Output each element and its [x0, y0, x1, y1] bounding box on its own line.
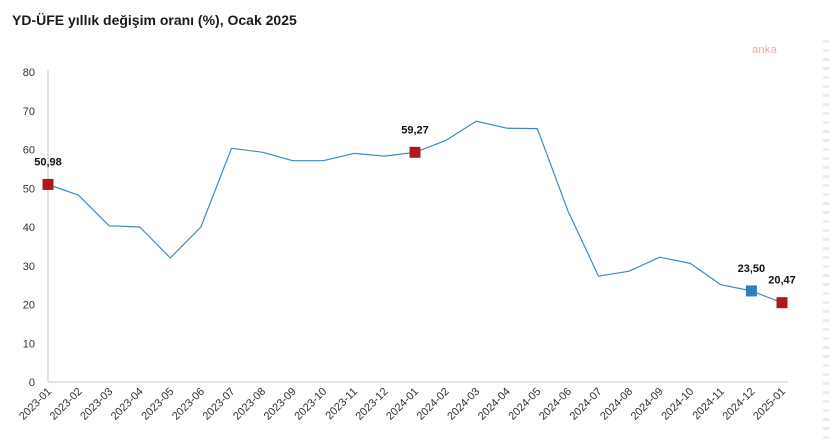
x-tick-label: 2024-01 — [384, 386, 421, 423]
x-tick-label: 2023-07 — [201, 386, 238, 423]
y-tick-label: 80 — [23, 67, 35, 79]
data-point-marker — [776, 297, 788, 309]
chart-title: YD-ÜFE yıllık değişim oranı (%), Ocak 20… — [12, 12, 297, 28]
x-tick-label: 2024-11 — [690, 386, 726, 422]
data-point-marker — [745, 285, 757, 297]
x-tick-label: 2024-02 — [415, 386, 452, 423]
y-tick-label: 70 — [23, 106, 35, 118]
data-label: 23,50 — [738, 263, 766, 275]
x-tick-label: 2023-11 — [323, 386, 359, 422]
x-tick-label: 2024-06 — [537, 386, 574, 423]
y-tick-label: 60 — [23, 145, 35, 157]
x-tick-label: 2024-10 — [659, 386, 696, 423]
x-tick-label: 2023-06 — [170, 386, 207, 423]
data-label: 20,47 — [768, 275, 796, 287]
x-tick-label: 2024-07 — [568, 386, 605, 423]
x-tick-label: 2024-03 — [445, 386, 482, 423]
y-tick-label: 50 — [23, 183, 35, 195]
x-tick-label: 2023-05 — [139, 386, 176, 423]
x-tick-label: 2024-09 — [629, 386, 666, 423]
data-label: 50,98 — [34, 156, 62, 168]
x-tick-label: 2024-04 — [476, 386, 513, 423]
x-tick-label: 2023-01 — [17, 386, 54, 423]
x-tick-label: 2023-03 — [78, 386, 115, 423]
y-tick-label: 0 — [29, 377, 35, 389]
page-edge-decoration — [823, 40, 829, 440]
y-tick-label: 30 — [23, 261, 35, 273]
x-tick-label: 2023-09 — [262, 386, 299, 423]
x-tick-label: 2023-12 — [354, 386, 391, 423]
x-tick-label: 2024-05 — [506, 386, 543, 423]
data-point-marker — [409, 146, 421, 158]
x-tick-label: 2023-02 — [48, 386, 85, 423]
y-tick-label: 20 — [23, 300, 35, 312]
x-tick-label: 2024-12 — [721, 386, 758, 423]
data-label: 59,27 — [401, 124, 429, 136]
x-tick-label: 2023-08 — [231, 386, 268, 423]
x-tick-label: 2024-08 — [598, 386, 635, 423]
y-tick-label: 10 — [23, 338, 35, 350]
y-tick-label: 40 — [23, 222, 35, 234]
x-tick-label: 2025-01 — [751, 386, 788, 423]
watermark-logo: anka — [752, 44, 778, 56]
data-point-marker — [42, 178, 54, 190]
x-tick-label: 2023-04 — [109, 386, 146, 423]
x-tick-label: 2023-10 — [292, 386, 329, 423]
